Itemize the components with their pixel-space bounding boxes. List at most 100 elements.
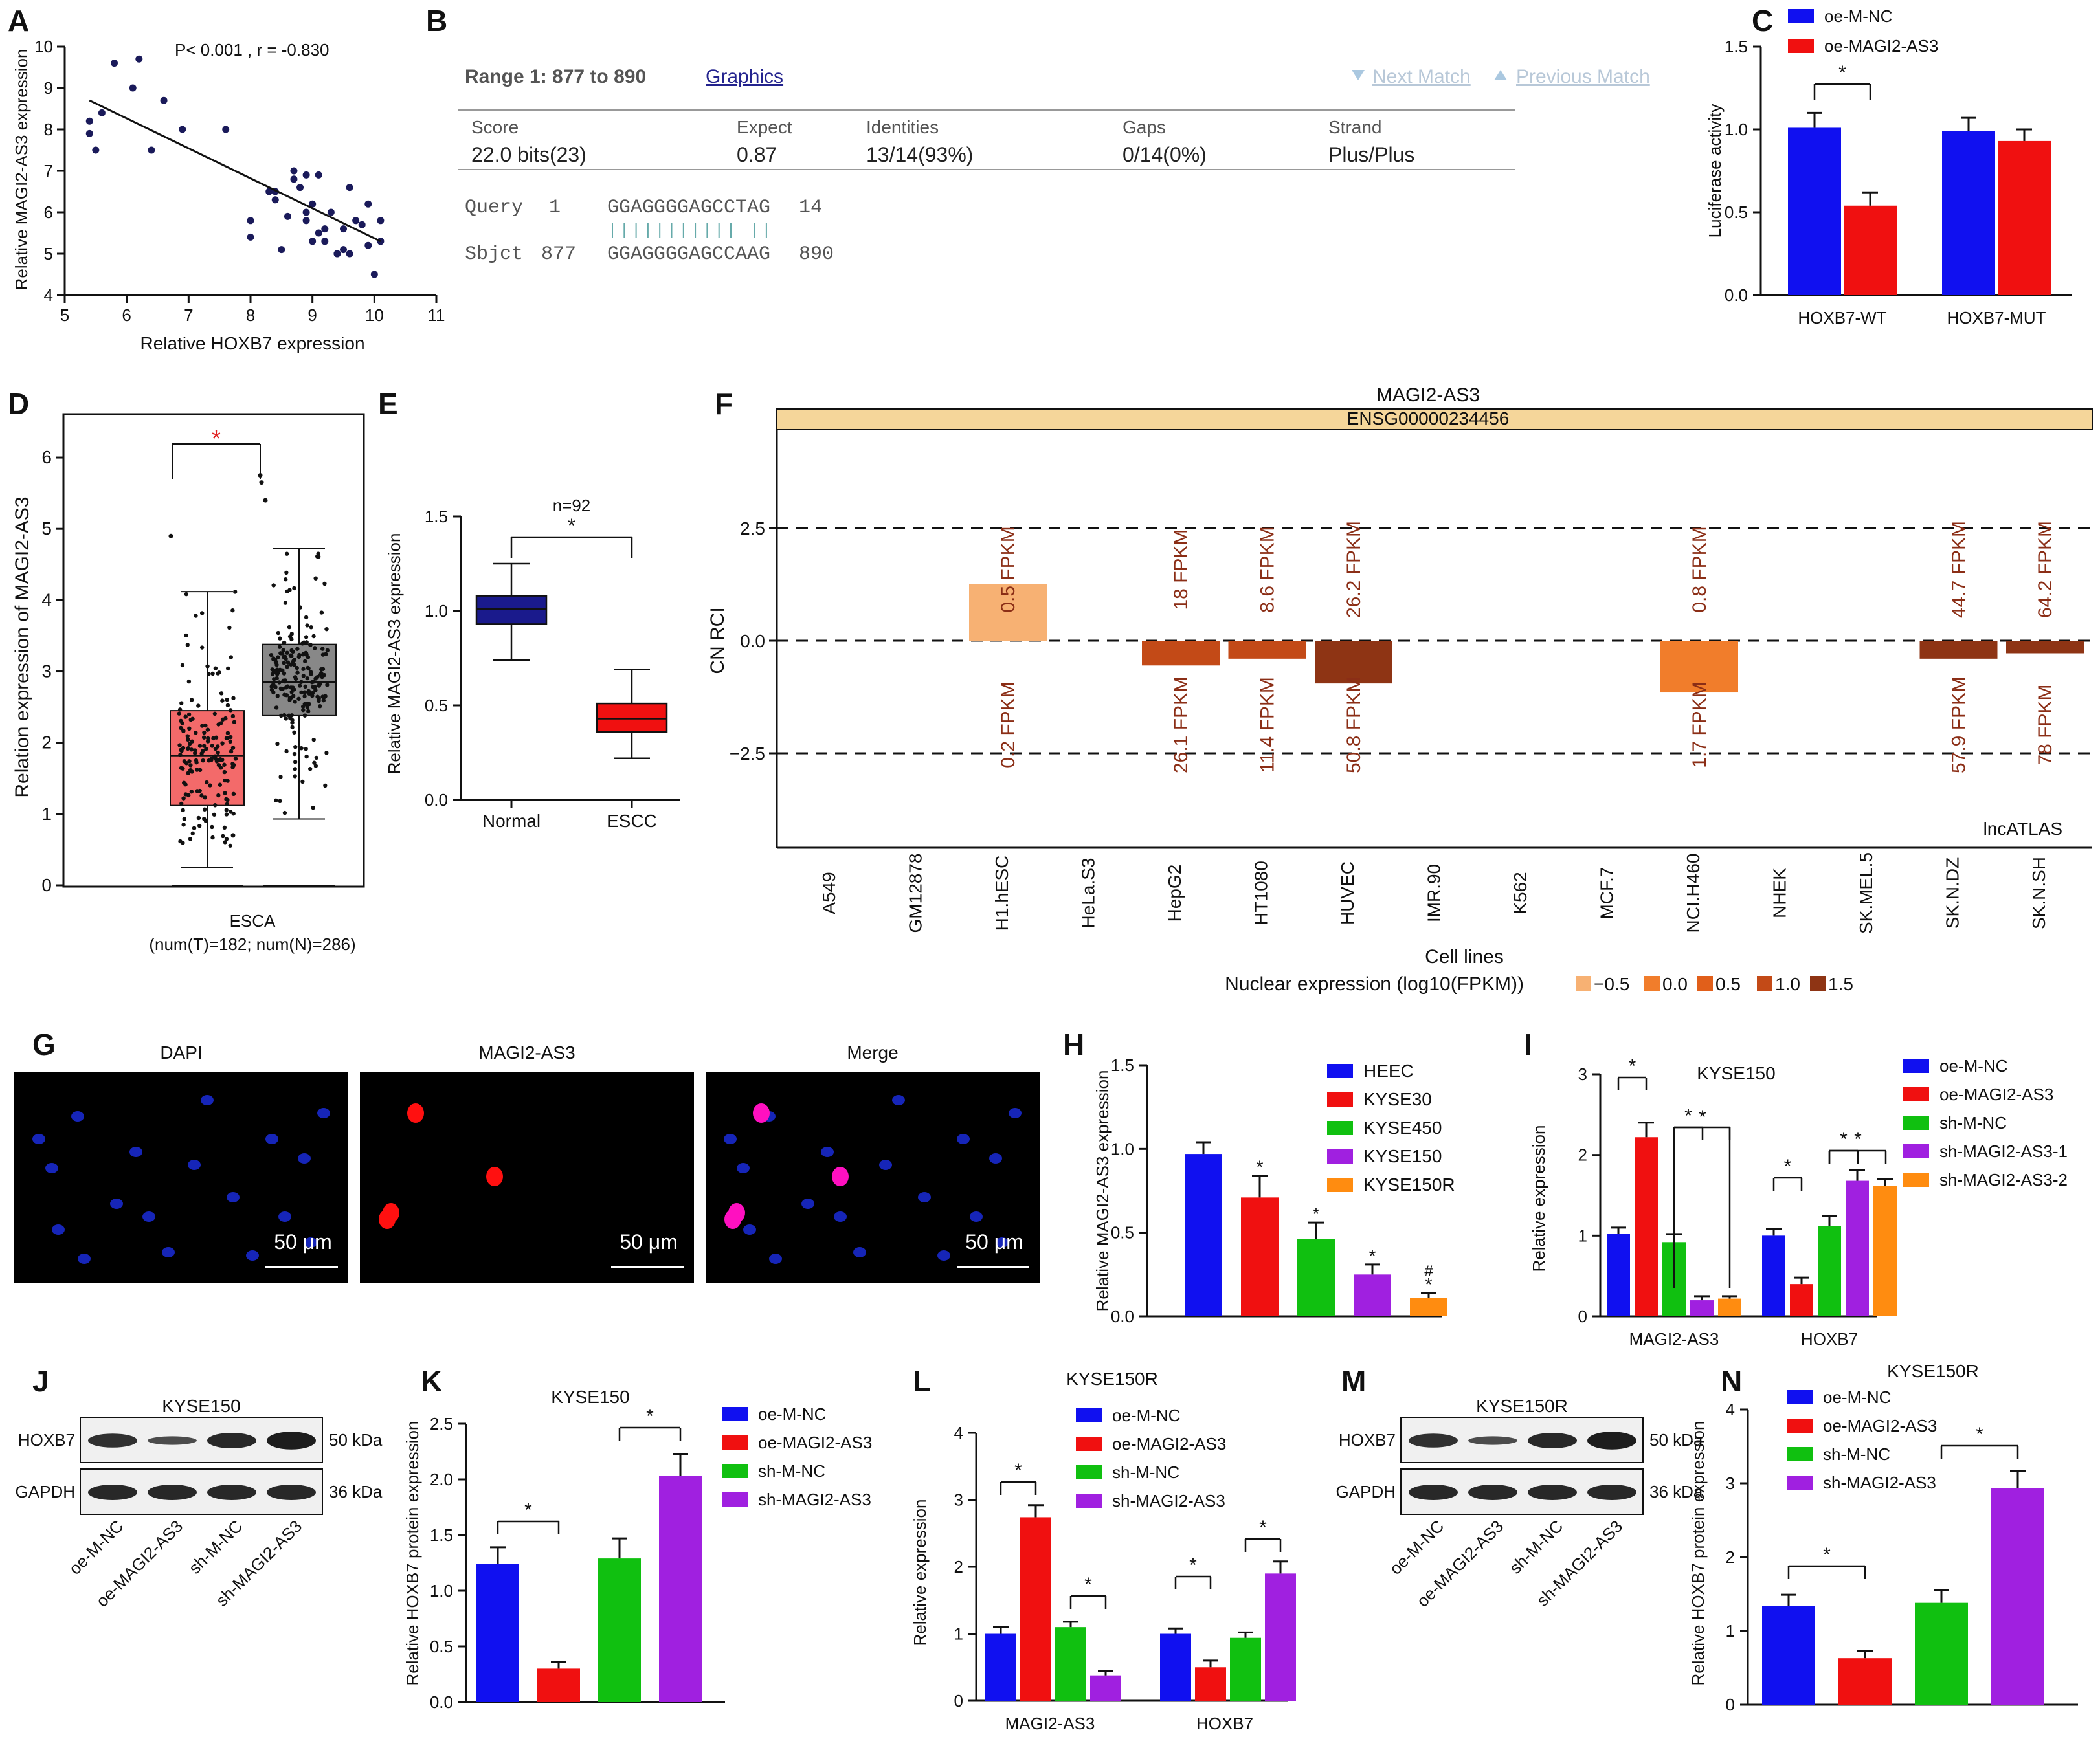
y-tick-label: 0 (954, 1691, 963, 1710)
scatter-point (160, 96, 168, 104)
legend-label: sh-MAGI2-AS3 (1112, 1491, 1225, 1510)
bar-sh-MAGI2-AS3 (659, 1476, 702, 1702)
y-tick-label: 3 (1726, 1474, 1735, 1493)
outlier-point (168, 533, 173, 538)
fpkm-cytoplasm-label: 64.2 FPKM (2035, 521, 2056, 618)
blot-band (148, 1436, 197, 1445)
jitter-point (311, 805, 315, 810)
jitter-point (317, 698, 321, 703)
jitter-point (230, 762, 235, 766)
jitter-point (285, 660, 291, 665)
jitter-point (186, 746, 191, 751)
y-tick-label: 1 (954, 1624, 963, 1644)
y-tick-label: 1.0 (1725, 120, 1748, 139)
y-tick-label: 2.0 (430, 1470, 453, 1489)
query-end: 14 (799, 197, 822, 219)
jitter-point (278, 799, 282, 804)
panel-label-I: I (1524, 1028, 1532, 1061)
rci-bar (1142, 641, 1220, 666)
blot-band (1587, 1432, 1636, 1450)
scatter-point (302, 208, 310, 216)
jitter-point (181, 808, 185, 813)
dapi-nucleus (304, 1237, 317, 1248)
bar-sh-M-NC (1055, 1627, 1086, 1701)
jitter-point (190, 831, 195, 836)
jitter-point (305, 705, 309, 709)
box (475, 595, 548, 625)
legend-label: KYSE150 (1363, 1146, 1442, 1166)
jitter-point (322, 581, 327, 586)
previous-match-icon (1494, 70, 1507, 80)
magi2-signal (407, 1103, 424, 1123)
jitter-point (302, 694, 307, 699)
previous-match-link[interactable]: Previous Match (1516, 66, 1650, 87)
jitter-point (285, 589, 289, 594)
jitter-point (179, 801, 184, 806)
graphics-link[interactable]: Graphics (706, 66, 783, 87)
jitter-point (205, 780, 209, 785)
scale-bar-label: 50 μm (620, 1230, 678, 1254)
jitter-point (283, 654, 287, 659)
jitter-point (287, 698, 292, 702)
query-start: 1 (549, 197, 561, 219)
dapi-nucleus (246, 1250, 259, 1261)
legend-label: oe-M-NC (1824, 6, 1892, 26)
next-match-link[interactable]: Next Match (1372, 66, 1471, 87)
significance-star: * (1259, 1517, 1267, 1538)
jitter-point (179, 701, 184, 705)
bar-oe-M-NC (476, 1564, 519, 1702)
scatter-point (346, 184, 353, 192)
jitter-point (197, 823, 202, 828)
blot-band (1528, 1485, 1577, 1500)
table-header: Strand (1328, 117, 1382, 137)
jitter-point (224, 812, 229, 817)
scale-bar-label: 50 μm (274, 1230, 332, 1254)
y-tick-label: 6 (44, 203, 53, 222)
x-tick-label: MAGI2-AS3 (1005, 1714, 1095, 1733)
y-tick-label: 0.0 (1111, 1307, 1134, 1326)
kda-label: 50 kDa (1649, 1430, 1703, 1450)
x-tick-label: SK.N.SH (2029, 857, 2049, 929)
scatter-point (302, 171, 310, 179)
dapi-nucleus (32, 1134, 45, 1144)
panel-label-G: G (32, 1028, 56, 1061)
jitter-point (325, 648, 330, 653)
dapi-nucleus (769, 1254, 782, 1264)
significance-star: * (1684, 1105, 1692, 1127)
jitter-point (224, 837, 229, 841)
jitter-point (293, 767, 297, 771)
x-tick-label: K562 (1510, 872, 1530, 914)
jitter-point (181, 796, 186, 801)
legend-swatch (1788, 9, 1814, 23)
y-axis-label: Relative MAGI2-AS3 expression (1093, 1070, 1112, 1312)
jitter-point (292, 586, 296, 591)
bar-sh-MAGI2-AS3-2 (1718, 1298, 1741, 1316)
jitter-point (202, 807, 207, 812)
legend-label: sh-MAGI2-AS3 (758, 1490, 871, 1509)
jitter-point (287, 713, 291, 718)
rci-bar (969, 584, 1047, 641)
jitter-point (307, 702, 311, 707)
legend-swatch (1327, 1178, 1353, 1192)
jitter-point (298, 683, 302, 688)
jitter-point (290, 725, 295, 730)
bar-HEEC (1185, 1154, 1222, 1316)
magi2-signal (753, 1103, 770, 1123)
jitter-point (177, 707, 183, 712)
jitter-point (324, 751, 329, 755)
jitter-point (197, 768, 203, 773)
y-tick-label: 0.5 (425, 696, 448, 715)
dapi-nucleus (265, 1134, 278, 1144)
jitter-point (289, 654, 294, 658)
jitter-point (292, 730, 296, 735)
fpkm-cytoplasm-label: 26.2 FPKM (1343, 521, 1365, 618)
significance-star: * (1313, 1204, 1320, 1224)
dapi-nucleus (989, 1153, 1002, 1164)
dapi-nucleus (957, 1134, 970, 1144)
y-tick-label: 2 (954, 1557, 963, 1577)
jitter-point (225, 666, 230, 671)
blot-band (1528, 1433, 1577, 1448)
legend-swatch (722, 1492, 748, 1507)
y-tick-label: 4 (44, 285, 53, 305)
jitter-point (213, 746, 218, 751)
